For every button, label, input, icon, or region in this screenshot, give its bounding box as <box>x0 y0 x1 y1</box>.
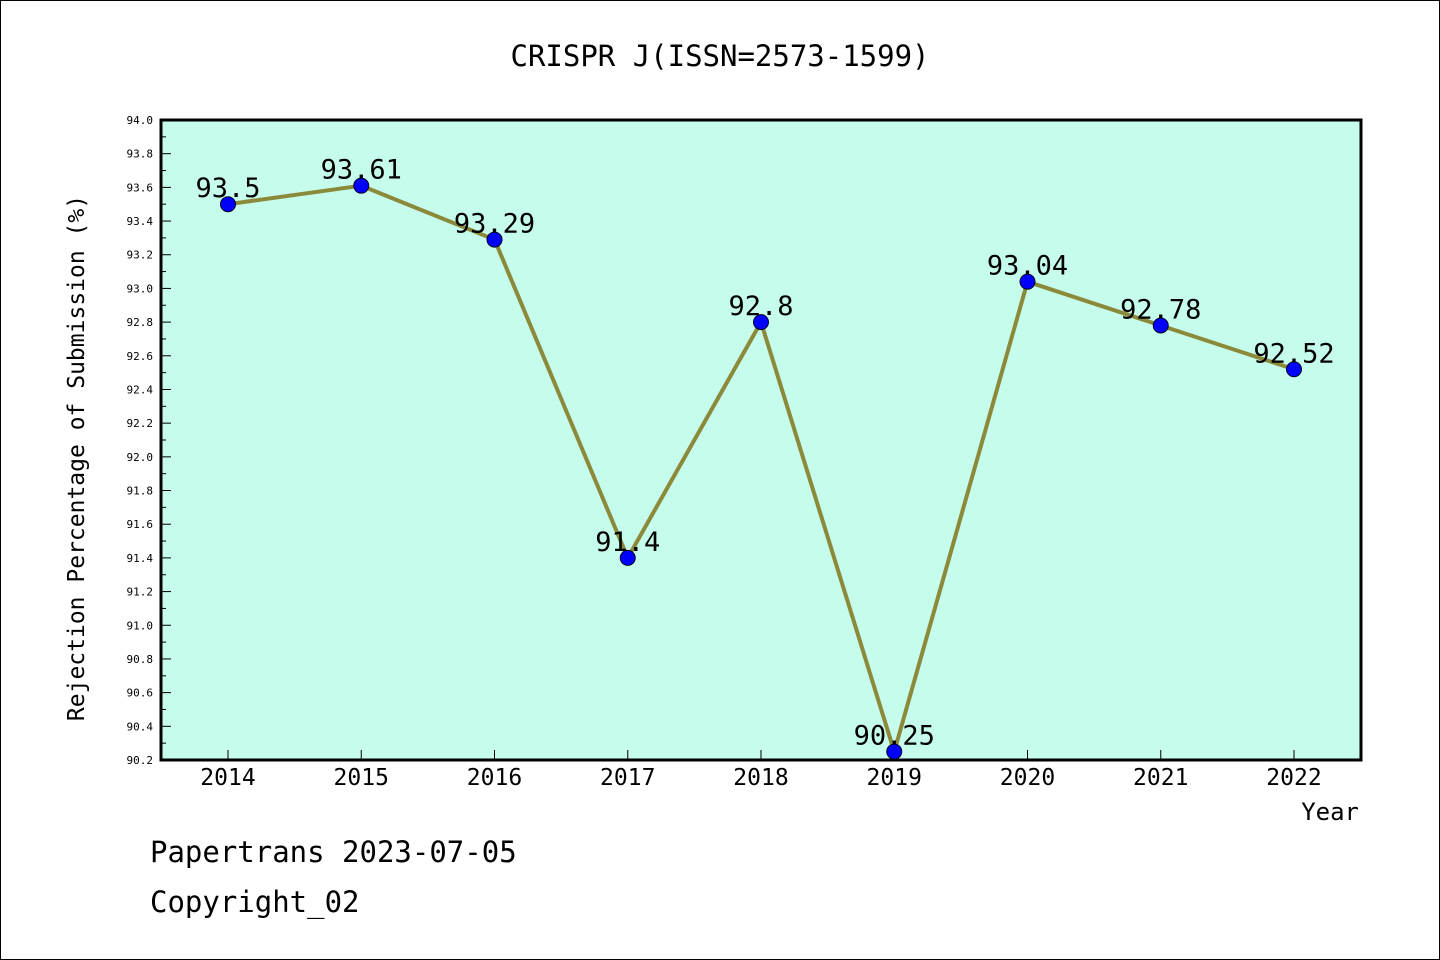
data-point-marker <box>1286 361 1302 378</box>
y-tick-label: 91.0 <box>127 619 154 632</box>
y-tick-label: 93.0 <box>127 282 154 295</box>
data-point-marker <box>753 314 769 331</box>
y-tick-label: 91.6 <box>127 518 154 531</box>
y-tick-label: 92.6 <box>127 350 154 363</box>
data-point-marker <box>220 196 236 213</box>
data-label: 93.5 <box>195 173 260 204</box>
data-point-marker <box>1019 273 1036 290</box>
x-tick-label: 2014 <box>200 765 255 791</box>
data-label: 93.29 <box>454 209 535 240</box>
y-tick-label: 93.6 <box>127 181 154 194</box>
plot-area <box>159 118 1363 762</box>
y-tick-label: 92.8 <box>127 316 154 329</box>
data-point-marker <box>486 231 503 248</box>
x-tick-label: 2015 <box>334 765 389 791</box>
y-tick-label: 90.4 <box>127 720 154 733</box>
data-point-marker <box>886 743 903 760</box>
chart-title: CRISPR J(ISSN=2573-1599) <box>510 39 929 73</box>
y-axis-label: Rejection Percentage of Submission (%) <box>64 195 90 721</box>
data-label: 93.61 <box>321 155 402 186</box>
y-tick-label: 92.4 <box>127 383 154 396</box>
y-tick-label: 93.2 <box>127 249 154 262</box>
y-tick-label: 93.8 <box>127 148 154 161</box>
data-point-marker <box>619 549 636 566</box>
y-tick-label: 90.2 <box>127 754 154 767</box>
x-tick-label: 2019 <box>867 765 922 791</box>
x-tick-label: 2018 <box>733 765 788 791</box>
data-label: 90.25 <box>854 721 935 752</box>
footer-copyright-text: Copyright_02 <box>150 885 360 919</box>
data-label: 91.4 <box>595 527 660 558</box>
data-label: 92.78 <box>1120 294 1201 325</box>
y-tick-label: 92.0 <box>127 451 154 464</box>
x-axis-label: Year <box>1301 798 1359 826</box>
y-tick-label: 93.4 <box>127 215 154 228</box>
x-tick-label: 2020 <box>1000 765 1055 791</box>
y-tick-label: 90.6 <box>127 687 154 700</box>
y-tick-label: 92.2 <box>127 417 154 430</box>
y-tick-label: 91.2 <box>127 586 154 599</box>
x-axis: 2014 2015 2016 2017 2018 2019 2020 2021 2022 <box>200 750 1322 791</box>
footer-date-text: Papertrans 2023-07-05 <box>150 835 517 869</box>
data-label: 92.52 <box>1253 338 1334 369</box>
series-layer: 93.5 93.61 93.29 91.4 92.8 90.25 93.04 92.78 92.… <box>195 155 1335 760</box>
y-tick-label: 91.8 <box>127 485 154 498</box>
data-label: 93.04 <box>987 251 1068 282</box>
x-tick-label: 2017 <box>600 765 655 791</box>
y-tick-label: 91.4 <box>127 552 154 565</box>
y-tick-label: 90.8 <box>127 653 154 666</box>
y-tick-label: 94.0 <box>127 114 154 127</box>
x-tick-label: 2021 <box>1133 765 1188 791</box>
x-tick-label: 2022 <box>1266 765 1321 791</box>
data-point-marker <box>1152 317 1169 334</box>
data-label: 92.8 <box>728 291 793 322</box>
x-tick-label: 2016 <box>467 765 522 791</box>
y-axis: 90.2 90.4 90.6 90.8 91.0 91.2 91.4 91.6 91.8 92.0… <box>127 114 171 767</box>
data-point-marker <box>353 177 370 194</box>
